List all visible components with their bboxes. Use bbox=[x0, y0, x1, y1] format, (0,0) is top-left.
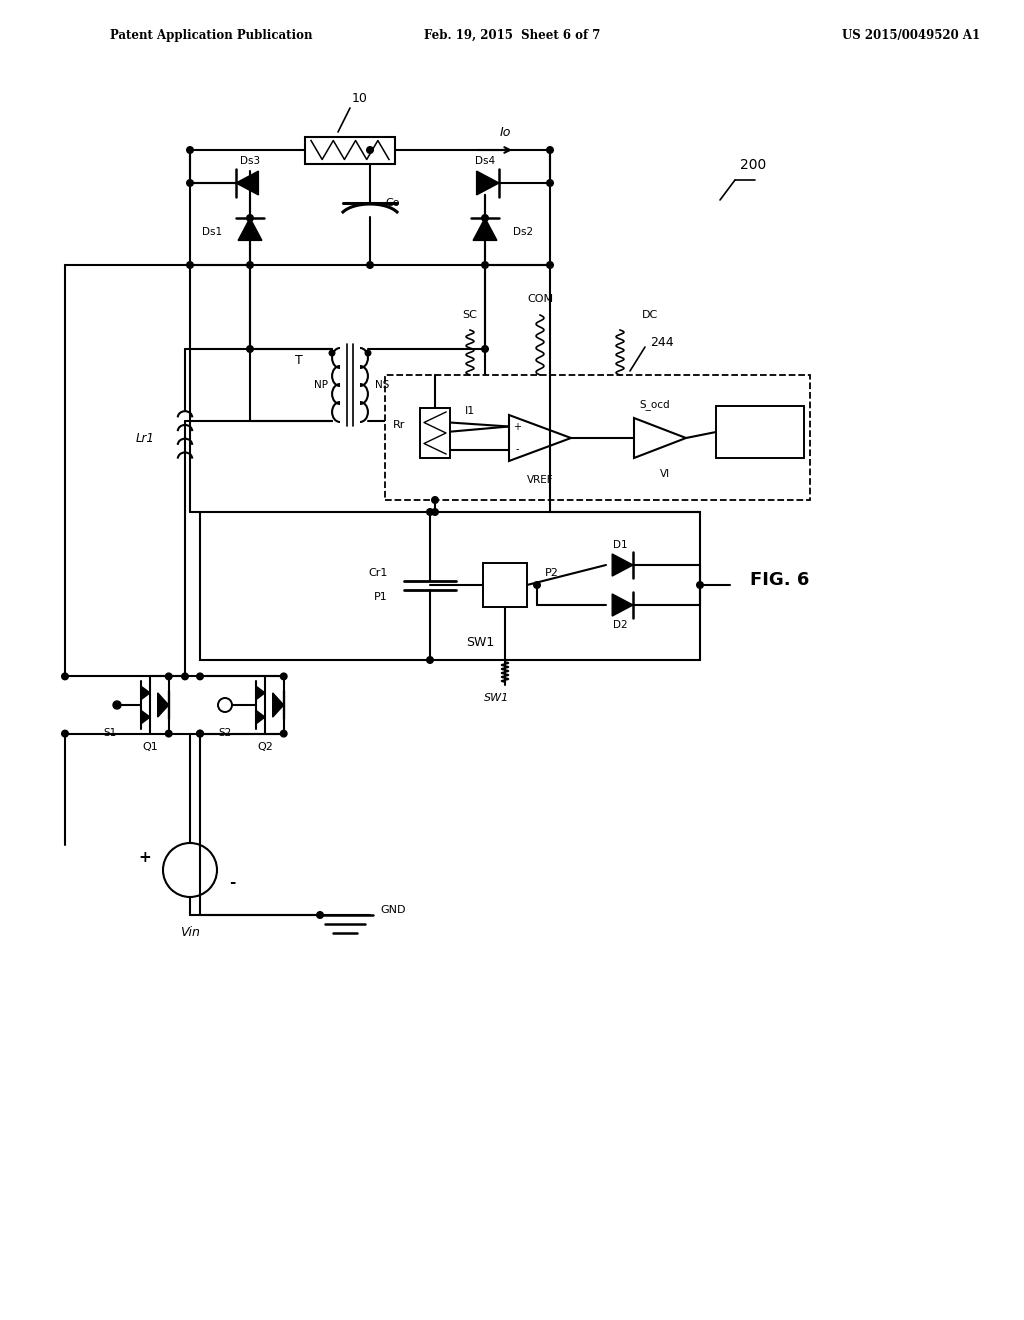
Text: DC: DC bbox=[642, 310, 658, 319]
Text: Rr: Rr bbox=[392, 420, 406, 430]
Circle shape bbox=[61, 730, 69, 737]
Circle shape bbox=[432, 496, 438, 503]
Circle shape bbox=[481, 346, 488, 352]
Polygon shape bbox=[272, 693, 284, 717]
Polygon shape bbox=[612, 594, 633, 616]
Polygon shape bbox=[236, 172, 258, 195]
Circle shape bbox=[197, 730, 204, 737]
Text: SW1: SW1 bbox=[484, 693, 510, 704]
Circle shape bbox=[534, 582, 541, 589]
Text: VI: VI bbox=[659, 469, 670, 479]
Bar bbox=[200, 512, 700, 660]
Text: +: + bbox=[138, 850, 151, 866]
Circle shape bbox=[247, 261, 253, 268]
Circle shape bbox=[166, 730, 172, 737]
Text: +: + bbox=[513, 421, 521, 432]
Text: VREF: VREF bbox=[526, 475, 553, 484]
Polygon shape bbox=[473, 218, 497, 240]
Text: -: - bbox=[515, 445, 519, 454]
Text: S1: S1 bbox=[103, 729, 117, 738]
Circle shape bbox=[61, 673, 69, 680]
Text: Io: Io bbox=[500, 127, 511, 140]
Text: COM: COM bbox=[527, 294, 553, 304]
Text: S2: S2 bbox=[218, 729, 231, 738]
Text: 200: 200 bbox=[740, 158, 766, 172]
Circle shape bbox=[366, 350, 371, 356]
Text: US 2015/0049520 A1: US 2015/0049520 A1 bbox=[842, 29, 980, 41]
Text: SW1: SW1 bbox=[466, 635, 495, 648]
Polygon shape bbox=[476, 172, 499, 195]
Circle shape bbox=[181, 673, 188, 680]
Circle shape bbox=[186, 147, 194, 153]
Circle shape bbox=[432, 508, 438, 515]
Text: NS: NS bbox=[375, 380, 389, 389]
Circle shape bbox=[247, 215, 253, 222]
Polygon shape bbox=[158, 693, 169, 717]
Text: Patent Application Publication: Patent Application Publication bbox=[110, 29, 312, 41]
Circle shape bbox=[547, 261, 553, 268]
Text: -: - bbox=[229, 874, 236, 890]
Text: Ds2: Ds2 bbox=[513, 227, 534, 238]
Circle shape bbox=[481, 215, 488, 222]
Text: Q1: Q1 bbox=[142, 742, 158, 752]
Circle shape bbox=[247, 346, 253, 352]
Text: Cr1: Cr1 bbox=[369, 568, 388, 578]
Circle shape bbox=[481, 261, 488, 268]
Text: FIG. 6: FIG. 6 bbox=[751, 572, 810, 589]
Text: 244: 244 bbox=[650, 337, 674, 350]
Text: Feb. 19, 2015  Sheet 6 of 7: Feb. 19, 2015 Sheet 6 of 7 bbox=[424, 29, 600, 41]
Text: driving
circuit: driving circuit bbox=[743, 422, 776, 442]
Circle shape bbox=[367, 261, 374, 268]
Bar bbox=[483, 564, 527, 607]
Circle shape bbox=[197, 730, 204, 737]
Text: Q2: Q2 bbox=[257, 742, 273, 752]
Circle shape bbox=[427, 508, 433, 515]
Text: GND: GND bbox=[380, 906, 406, 915]
Bar bbox=[716, 407, 804, 458]
Text: Vin: Vin bbox=[180, 925, 200, 939]
Text: P1: P1 bbox=[374, 591, 388, 602]
Text: 10: 10 bbox=[352, 91, 368, 104]
Bar bbox=[420, 408, 450, 458]
Text: P2: P2 bbox=[545, 568, 559, 578]
Circle shape bbox=[316, 912, 324, 919]
Circle shape bbox=[329, 350, 335, 356]
Text: D1: D1 bbox=[612, 540, 628, 550]
Circle shape bbox=[186, 261, 194, 268]
Text: NP: NP bbox=[314, 380, 328, 389]
Circle shape bbox=[427, 657, 433, 663]
Bar bbox=[385, 375, 810, 500]
Circle shape bbox=[696, 582, 703, 589]
Text: Ds1: Ds1 bbox=[202, 227, 222, 238]
Circle shape bbox=[547, 180, 553, 186]
Text: Ds4: Ds4 bbox=[475, 156, 495, 166]
Circle shape bbox=[166, 673, 172, 680]
Polygon shape bbox=[612, 554, 633, 576]
Circle shape bbox=[281, 673, 287, 680]
Text: Ds3: Ds3 bbox=[240, 156, 260, 166]
Text: I1: I1 bbox=[465, 407, 475, 416]
Text: SC: SC bbox=[463, 310, 477, 319]
Text: Co: Co bbox=[385, 198, 399, 207]
Text: D2: D2 bbox=[612, 620, 628, 630]
Polygon shape bbox=[256, 710, 265, 723]
Circle shape bbox=[197, 673, 204, 680]
Polygon shape bbox=[141, 686, 150, 700]
Circle shape bbox=[113, 701, 121, 709]
Text: S_ocd: S_ocd bbox=[640, 400, 671, 411]
Text: T: T bbox=[295, 354, 303, 367]
Text: Lr1: Lr1 bbox=[136, 432, 155, 445]
Polygon shape bbox=[141, 710, 150, 723]
Polygon shape bbox=[239, 218, 262, 240]
Circle shape bbox=[547, 147, 553, 153]
Circle shape bbox=[186, 180, 194, 186]
Polygon shape bbox=[256, 686, 265, 700]
Circle shape bbox=[367, 147, 374, 153]
Bar bbox=[305, 136, 395, 164]
Circle shape bbox=[281, 730, 287, 737]
